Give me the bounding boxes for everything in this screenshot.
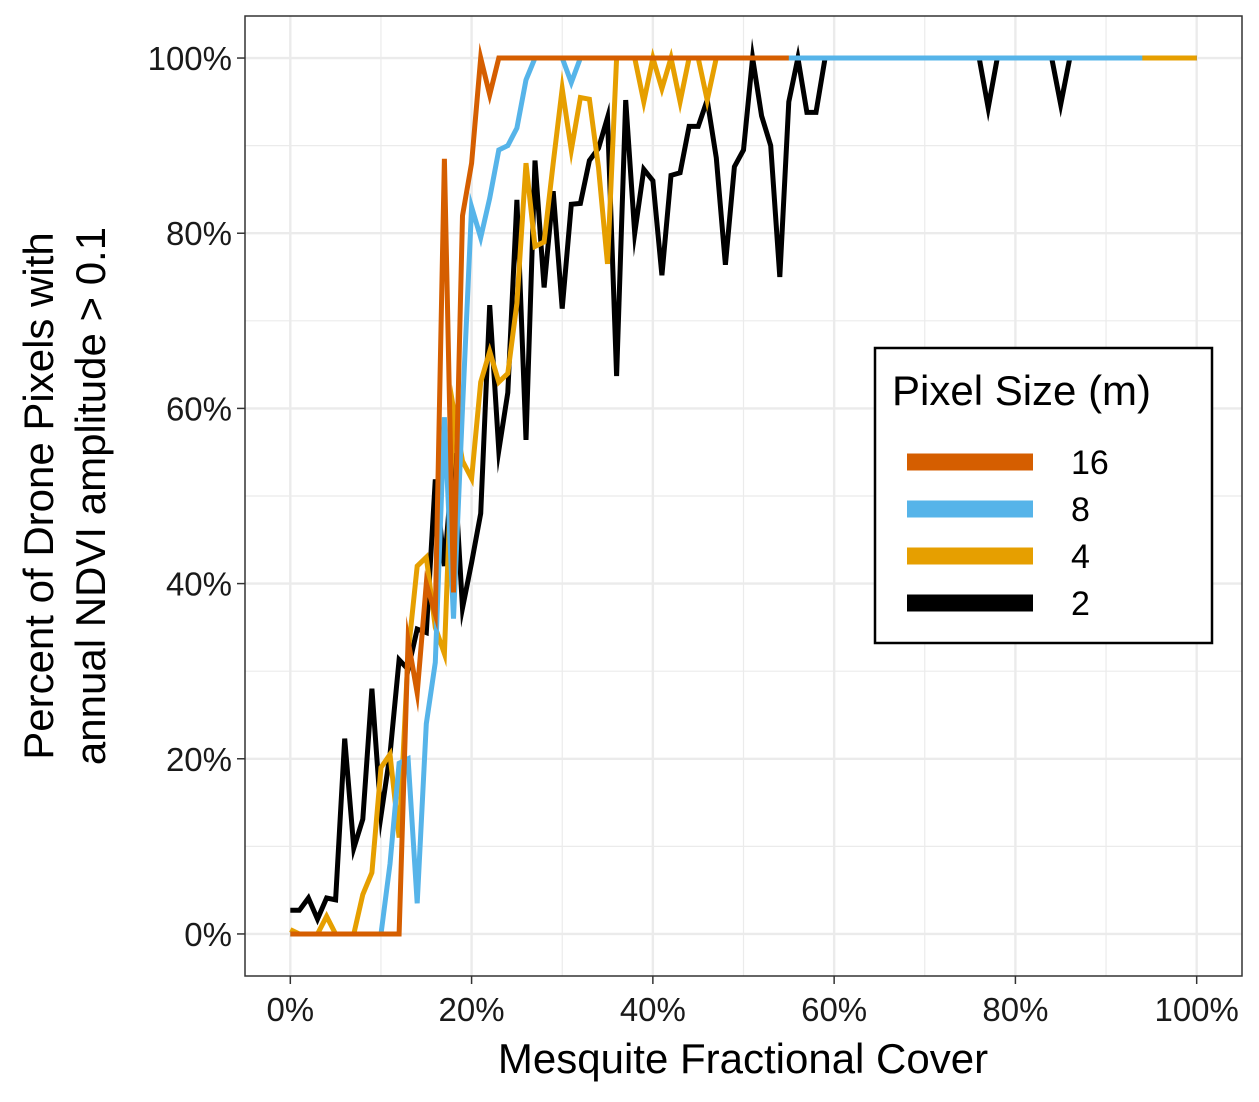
plot-panel-border [244,15,1243,977]
x-tick-label: 100% [1154,991,1238,1028]
x-axis: 0% 20% 40% 60% 80% 100% [266,976,1239,1028]
legend: Pixel Size (m) 16 8 4 2 [873,346,1214,645]
x-axis-title: Mesquite Fractional Cover [498,1035,988,1082]
legend-label-4: 4 [1071,538,1090,576]
x-tick-label: 60% [801,991,867,1028]
y-tick-label: 60% [166,390,232,427]
legend-label-16: 16 [1071,444,1109,482]
y-tick-label: 40% [166,566,232,603]
y-tick-label: 80% [166,215,232,252]
y-axis-title-line-2: annual NDVI amplitude > 0.1 [67,227,114,765]
y-tick-label: 0% [184,916,232,953]
x-tick-label: 20% [439,991,505,1028]
legend-label-2: 2 [1071,585,1090,623]
legend-title: Pixel Size (m) [892,367,1151,414]
legend-box [873,346,1214,645]
series-lines [289,38,1197,937]
y-tick-label: 100% [148,40,232,77]
x-tick-label: 80% [982,991,1048,1028]
y-tick-label: 20% [166,741,232,778]
series-line-16 [290,42,789,937]
y-axis-title-line-1: Percent of Drone Pixels with [15,232,62,760]
y-axis: 0% 20% 40% 60% 80% 100% [148,40,245,953]
x-tick-label: 0% [266,991,314,1028]
x-tick-label: 40% [620,991,686,1028]
legend-items: 16 8 4 2 [907,444,1109,623]
legend-label-8: 8 [1071,491,1090,529]
